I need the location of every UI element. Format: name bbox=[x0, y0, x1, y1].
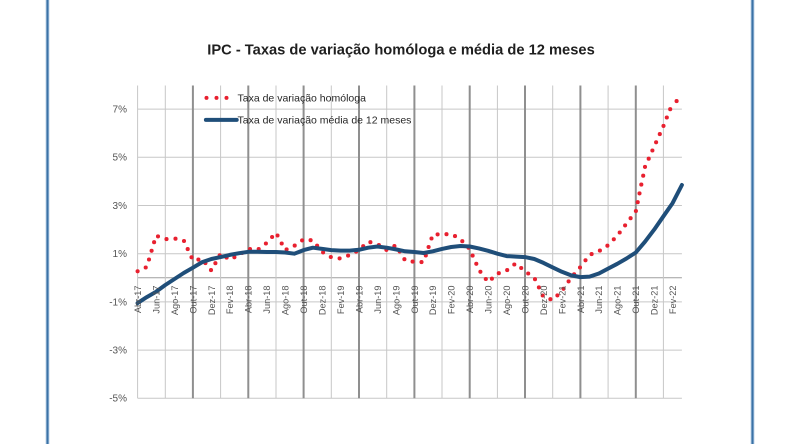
svg-text:Dez-19: Dez-19 bbox=[428, 286, 438, 316]
svg-text:Dez-20: Dez-20 bbox=[539, 286, 549, 316]
svg-text:Fev-18: Fev-18 bbox=[225, 286, 235, 315]
svg-text:5%: 5% bbox=[113, 153, 128, 164]
svg-text:Abr-18: Abr-18 bbox=[244, 286, 254, 314]
svg-text:7%: 7% bbox=[113, 105, 128, 116]
svg-text:Out-19: Out-19 bbox=[410, 286, 420, 314]
svg-text:Jun-19: Jun-19 bbox=[373, 286, 383, 314]
svg-text:Dez-21: Dez-21 bbox=[650, 286, 660, 316]
svg-text:Abr-17: Abr-17 bbox=[133, 286, 143, 314]
svg-text:Abr-21: Abr-21 bbox=[576, 286, 586, 314]
svg-text:Fev-20: Fev-20 bbox=[447, 286, 457, 315]
svg-text:Out-20: Out-20 bbox=[520, 286, 530, 314]
svg-text:IPC - Taxas de variação homólo: IPC - Taxas de variação homóloga e média… bbox=[207, 43, 594, 59]
svg-text:-1%: -1% bbox=[109, 297, 127, 308]
svg-text:Jun-17: Jun-17 bbox=[151, 286, 161, 314]
svg-text:Jun-20: Jun-20 bbox=[484, 286, 494, 314]
svg-text:Jun-21: Jun-21 bbox=[594, 286, 604, 314]
svg-text:Ago-20: Ago-20 bbox=[502, 286, 512, 316]
svg-text:Taxa de variação homóloga: Taxa de variação homóloga bbox=[238, 93, 367, 105]
svg-text:Dez-18: Dez-18 bbox=[318, 286, 328, 316]
svg-text:Ago-17: Ago-17 bbox=[170, 286, 180, 316]
svg-text:Fev-19: Fev-19 bbox=[336, 286, 346, 315]
svg-text:Ago-18: Ago-18 bbox=[281, 286, 291, 316]
svg-text:Taxa de variação média de 12 m: Taxa de variação média de 12 meses bbox=[238, 115, 412, 127]
svg-text:Dez-17: Dez-17 bbox=[207, 286, 217, 316]
svg-text:-5%: -5% bbox=[109, 394, 127, 405]
svg-text:-3%: -3% bbox=[109, 346, 127, 357]
svg-text:Out-21: Out-21 bbox=[631, 286, 641, 314]
svg-text:Jun-18: Jun-18 bbox=[262, 286, 272, 314]
svg-text:Fev-22: Fev-22 bbox=[668, 286, 678, 315]
svg-text:Ago-19: Ago-19 bbox=[391, 286, 401, 316]
svg-text:Out-18: Out-18 bbox=[299, 286, 309, 314]
svg-text:Abr-20: Abr-20 bbox=[465, 286, 475, 314]
svg-text:Out-17: Out-17 bbox=[188, 286, 198, 314]
svg-text:1%: 1% bbox=[113, 249, 128, 260]
svg-text:3%: 3% bbox=[113, 201, 128, 212]
svg-text:Ago-21: Ago-21 bbox=[613, 286, 623, 316]
svg-text:Abr-19: Abr-19 bbox=[354, 286, 364, 314]
svg-text:Fev-21: Fev-21 bbox=[557, 286, 567, 315]
